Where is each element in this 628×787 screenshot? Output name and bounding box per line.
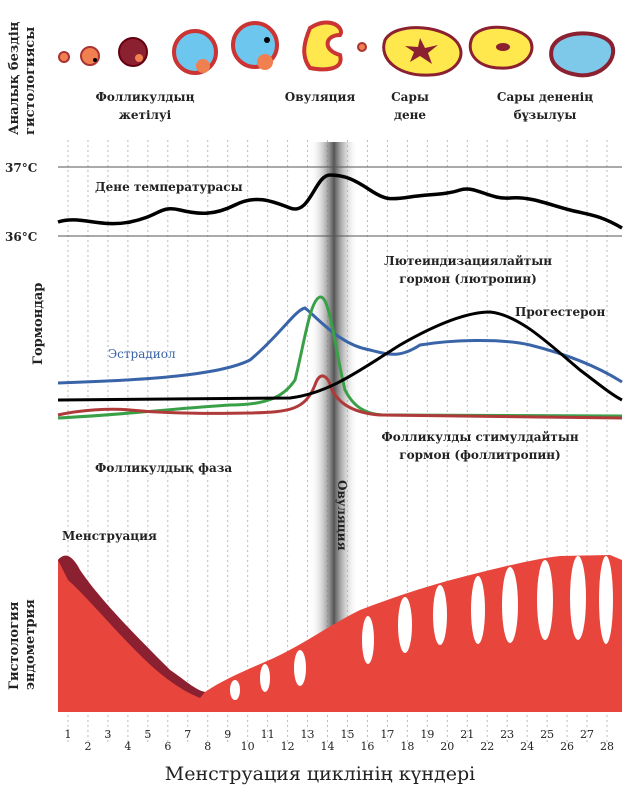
endometrium-shed [58,555,205,698]
day-label: 27 [580,728,594,741]
day-label: 7 [184,728,191,741]
temperature-curve [57,173,623,230]
fsh-label: Фолликулды стимулдайтын [381,430,579,444]
day-label: 28 [600,740,614,753]
day-label: 23 [500,728,514,741]
lh-label: Лютеиндизациялайтын [384,254,552,268]
ovary-label: дене [394,108,426,122]
day-label: 14 [321,740,335,753]
day-label: 10 [241,740,255,753]
day-label: 5 [144,728,151,741]
side-label: Гистология [7,601,22,690]
day-label: 8 [204,740,211,753]
day-label: 25 [540,728,554,741]
day-label: 3 [104,728,111,741]
day-label: 9 [224,728,231,741]
endometrial-glands [230,556,613,700]
fsh-label: гормон (фоллитропин) [399,448,560,462]
day-label: 1 [65,728,72,741]
side-label: Аналық бездің [7,21,22,135]
temp-label: Дене температурасы [95,180,243,194]
ovary-label: бұзылуы [514,108,577,122]
day-label: 26 [560,740,574,753]
day-label: 20 [440,740,454,753]
day-label: 18 [400,740,414,753]
day-label: 15 [340,728,354,741]
estradiol-label: Эстрадиол [108,347,176,361]
ovulation-band [310,142,358,692]
day-label: 12 [281,740,295,753]
day-label: 19 [420,728,434,741]
day-label: 13 [301,728,315,741]
day-label: 6 [164,740,171,753]
temp-tick: 36°C [5,230,37,244]
day-labels: 1234567891011121314151617181920212223242… [65,728,615,753]
day-label: 11 [261,728,275,741]
ovary-label: Сары дененің [497,90,593,104]
ovary-label: Овуляция [285,90,356,104]
ovary-label: жетілуі [119,108,172,122]
x-axis-title: Менструация циклінің күндері [165,763,475,785]
estradiol-curve [57,306,623,385]
day-label: 2 [84,740,91,753]
day-label: 22 [480,740,494,753]
day-label: 16 [360,740,374,753]
ovary-icons [58,20,616,78]
day-label: 24 [520,740,534,753]
side-label: эндометрия [23,599,38,690]
menstruation-label: Менструация [62,529,157,543]
phase-label: Фолликулдық фаза [95,461,232,475]
ovary-label: Фолликулдың [96,90,195,104]
fsh-curve [57,374,623,420]
day-label: 4 [124,740,131,753]
progesterone-label: Прогестерон [515,305,605,319]
lh-curve [57,295,623,420]
ovary-label: Сары [391,90,429,104]
progesterone-curve [57,310,623,402]
temp-tick: 37°C [5,161,37,175]
day-label: 21 [460,728,474,741]
side-label: Гормондар [31,283,46,365]
lh-label: гормон (лютропин) [399,272,537,286]
day-label: 17 [380,728,394,741]
side-label: гистологиясы [23,27,38,135]
ovulation-vertical-label: Овуляция [335,480,349,551]
